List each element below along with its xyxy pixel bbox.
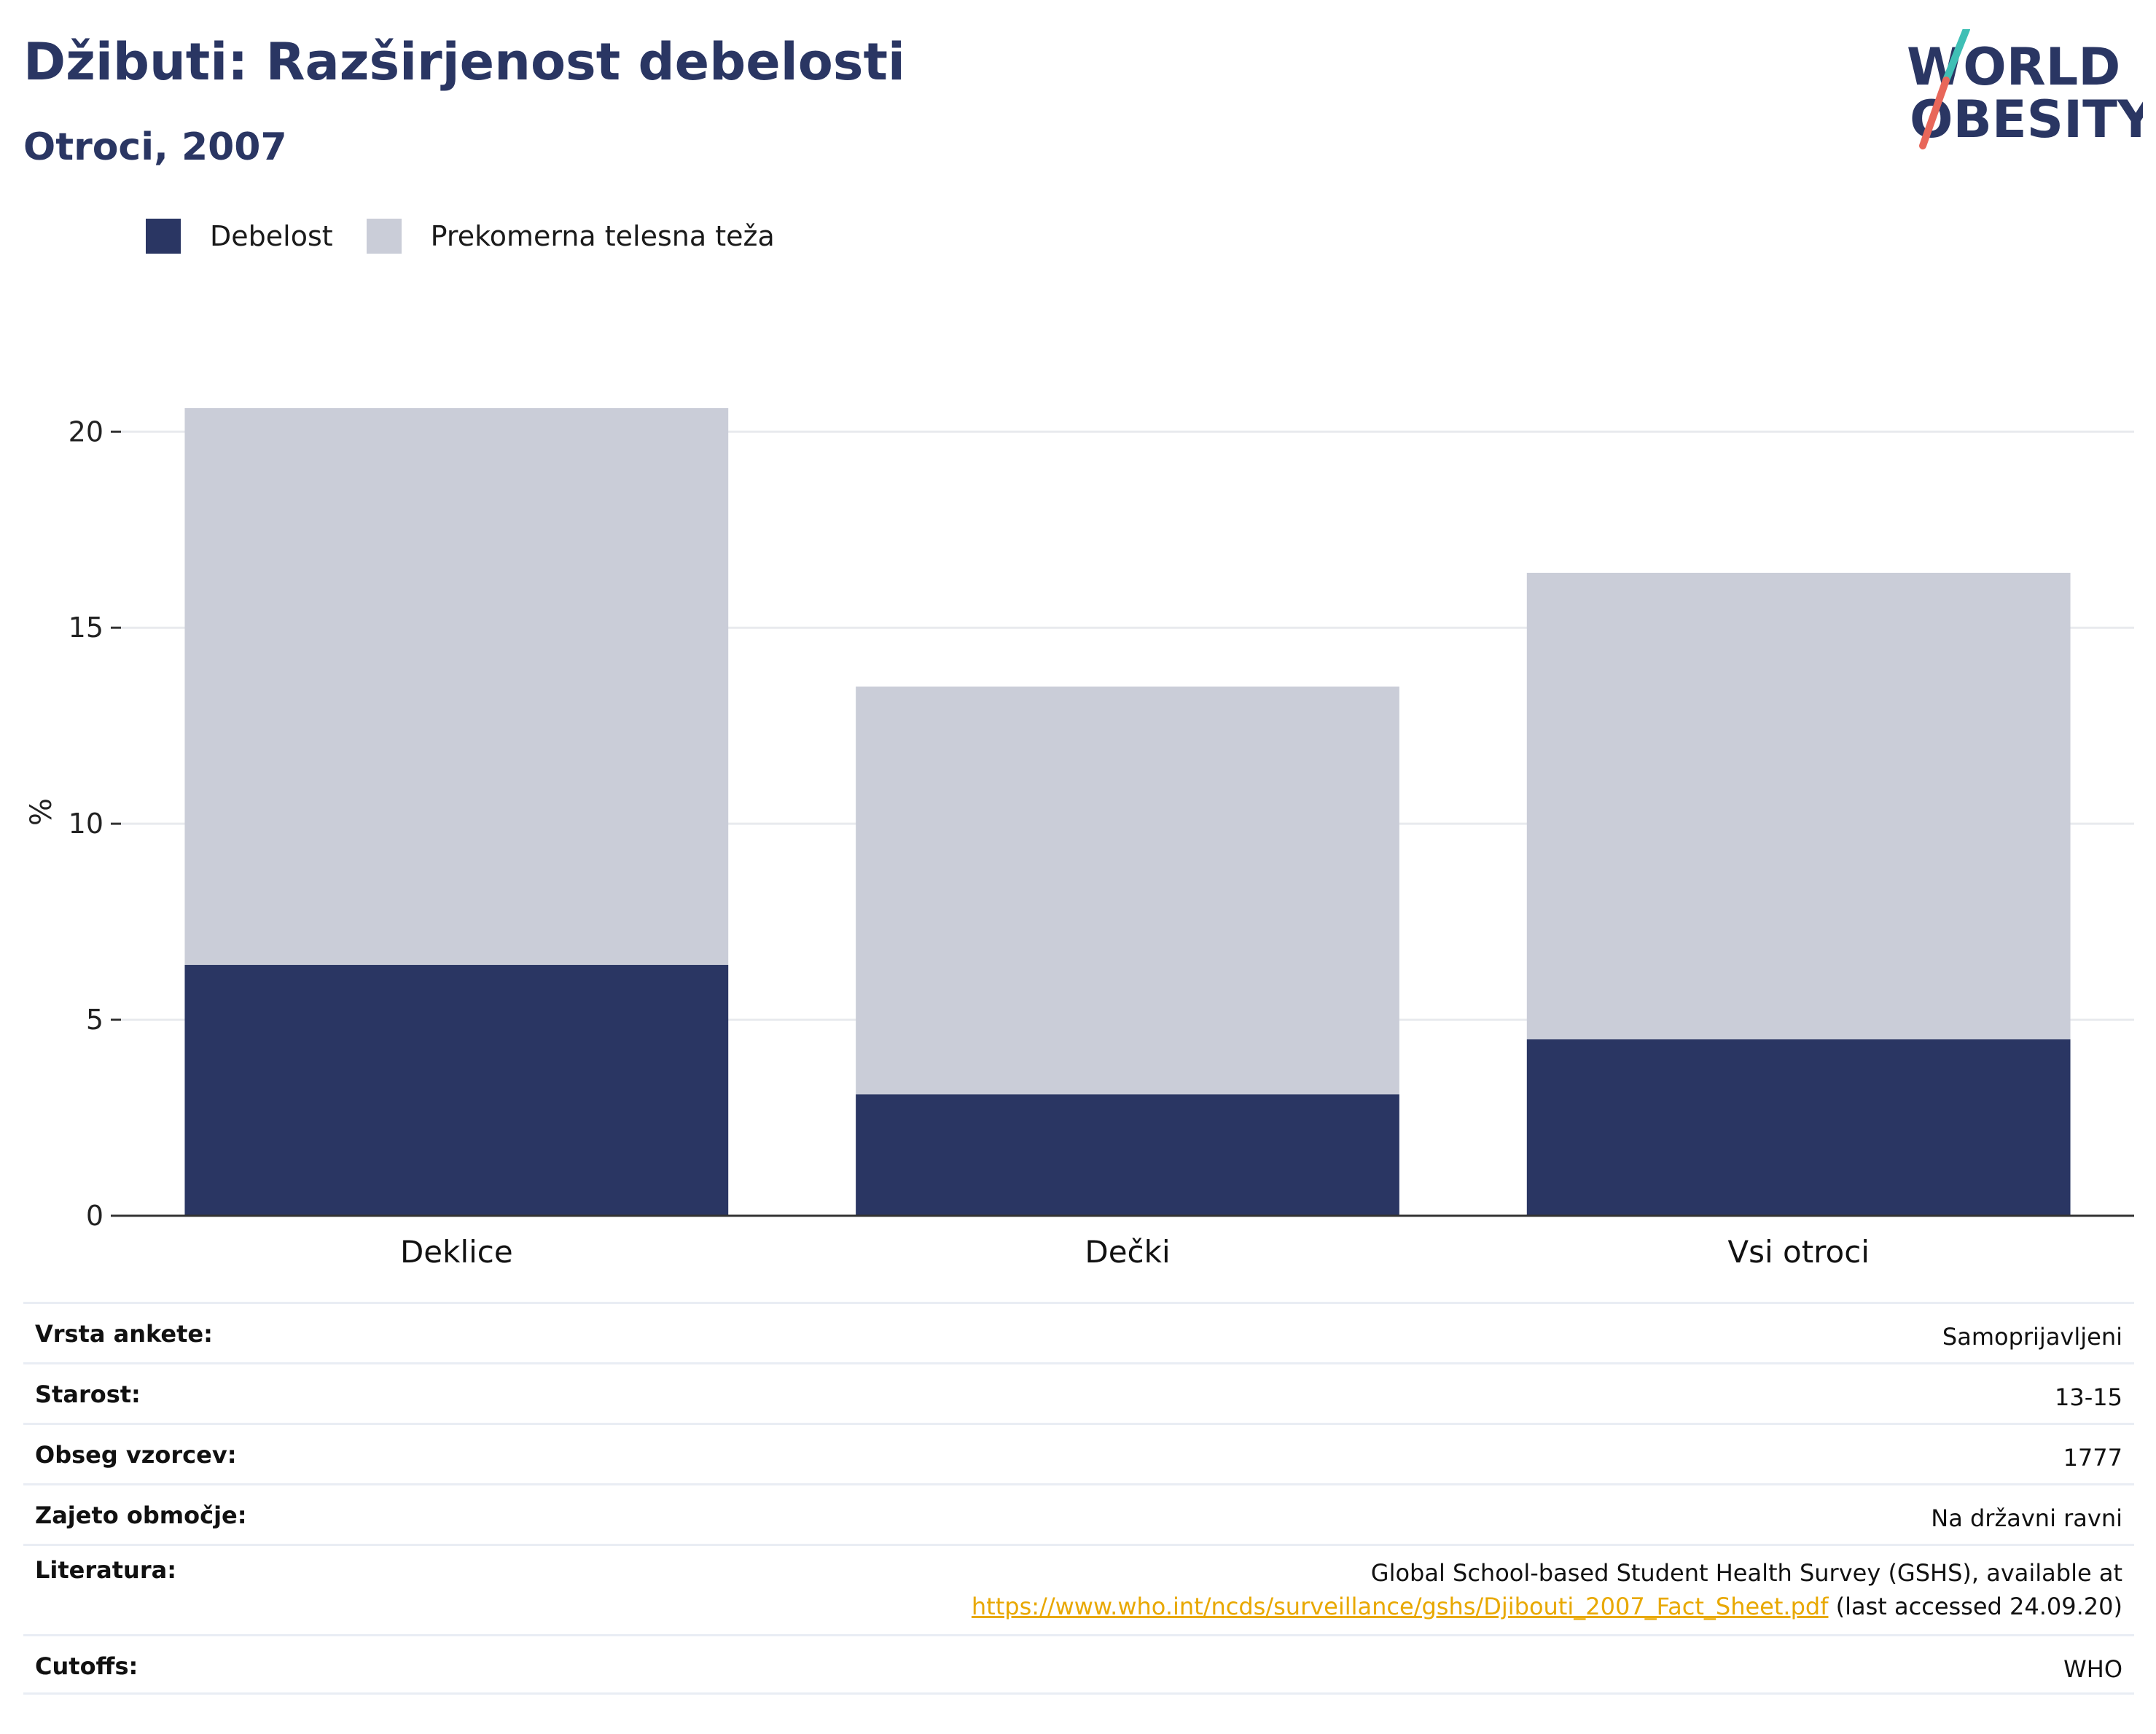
x-tick-label: Deklice	[400, 1234, 513, 1270]
logo-slash-top	[1942, 29, 1970, 84]
info-row-coverage: Zajeto območje: Na državni ravni	[23, 1483, 2134, 1544]
y-tick-label: 15	[69, 612, 103, 644]
legend-swatch-obesity	[146, 219, 181, 254]
chart-legend: Debelost Prekomerna telesna teža	[146, 216, 808, 257]
world-obesity-logo: WORLD OBESITY	[1907, 29, 2143, 149]
info-value-age: 13-15	[2055, 1383, 2122, 1411]
y-tick-label: 10	[69, 808, 103, 840]
info-value-survey-type: Samoprijavljeni	[1942, 1323, 2122, 1351]
info-value-literature: Global School-based Student Health Surve…	[972, 1556, 2122, 1623]
literature-accessed: (last accessed 24.09.20)	[1828, 1593, 2122, 1620]
legend-item-obesity[interactable]: Debelost	[146, 219, 333, 254]
bar-overweight	[184, 408, 729, 965]
info-row-cutoffs: Cutoffs: WHO	[23, 1634, 2134, 1695]
y-tick-label: 0	[86, 1200, 103, 1232]
bar-overweight	[856, 686, 1399, 1095]
info-value-cutoffs: WHO	[2063, 1655, 2122, 1683]
logo-slash-bottom	[1919, 77, 1950, 149]
info-label-literature: Literatura:	[35, 1556, 176, 1584]
info-label-survey-type: Vrsta ankete:	[35, 1320, 213, 1348]
literature-link[interactable]: https://www.who.int/ncds/surveillance/gs…	[971, 1593, 1829, 1620]
literature-source: Global School-based Student Health Surve…	[1370, 1559, 2122, 1587]
y-tick-label: 5	[86, 1004, 103, 1036]
legend-item-overweight[interactable]: Prekomerna telesna teža	[366, 219, 775, 254]
info-value-sample-size: 1777	[2063, 1444, 2122, 1472]
chart-title: Džibuti: Razširjenost debelosti	[23, 32, 905, 92]
y-tick-label: 20	[69, 415, 103, 448]
info-row-sample-size: Obseg vzorcev: 1777	[23, 1423, 2134, 1483]
info-label-sample-size: Obseg vzorcev:	[35, 1441, 237, 1469]
y-axis-label: %	[25, 798, 58, 826]
x-tick-label: Vsi otroci	[1727, 1234, 1870, 1270]
info-row-literature: Literatura: Global School-based Student …	[23, 1544, 2134, 1634]
bar-obesity	[1526, 1039, 2071, 1216]
legend-swatch-overweight	[366, 219, 402, 254]
info-row-survey-type: Vrsta ankete: Samoprijavljeni	[23, 1302, 2134, 1362]
chart-subtitle: Otroci, 2007	[23, 125, 287, 169]
bar-obesity	[856, 1094, 1399, 1216]
x-tick-label: Dečki	[1085, 1234, 1170, 1270]
info-label-cutoffs: Cutoffs:	[35, 1652, 138, 1680]
legend-label-overweight: Prekomerna telesna teža	[430, 220, 775, 252]
bar-obesity	[184, 964, 729, 1216]
bar-overweight	[1526, 572, 2071, 1039]
survey-info-table: Vrsta ankete: Samoprijavljeni Starost: 1…	[23, 1302, 2134, 1695]
legend-label-obesity: Debelost	[210, 220, 333, 252]
info-row-age: Starost: 13-15	[23, 1362, 2134, 1423]
logo-text-obesity: OBESITY	[1910, 90, 2143, 149]
info-value-coverage: Na državni ravni	[1931, 1504, 2122, 1532]
info-label-coverage: Zajeto območje:	[35, 1501, 247, 1529]
info-label-age: Starost:	[35, 1380, 141, 1408]
stacked-bar-chart: 0 5 10 15 20% Deklice Dečki Vsi otroci	[25, 408, 2134, 1270]
